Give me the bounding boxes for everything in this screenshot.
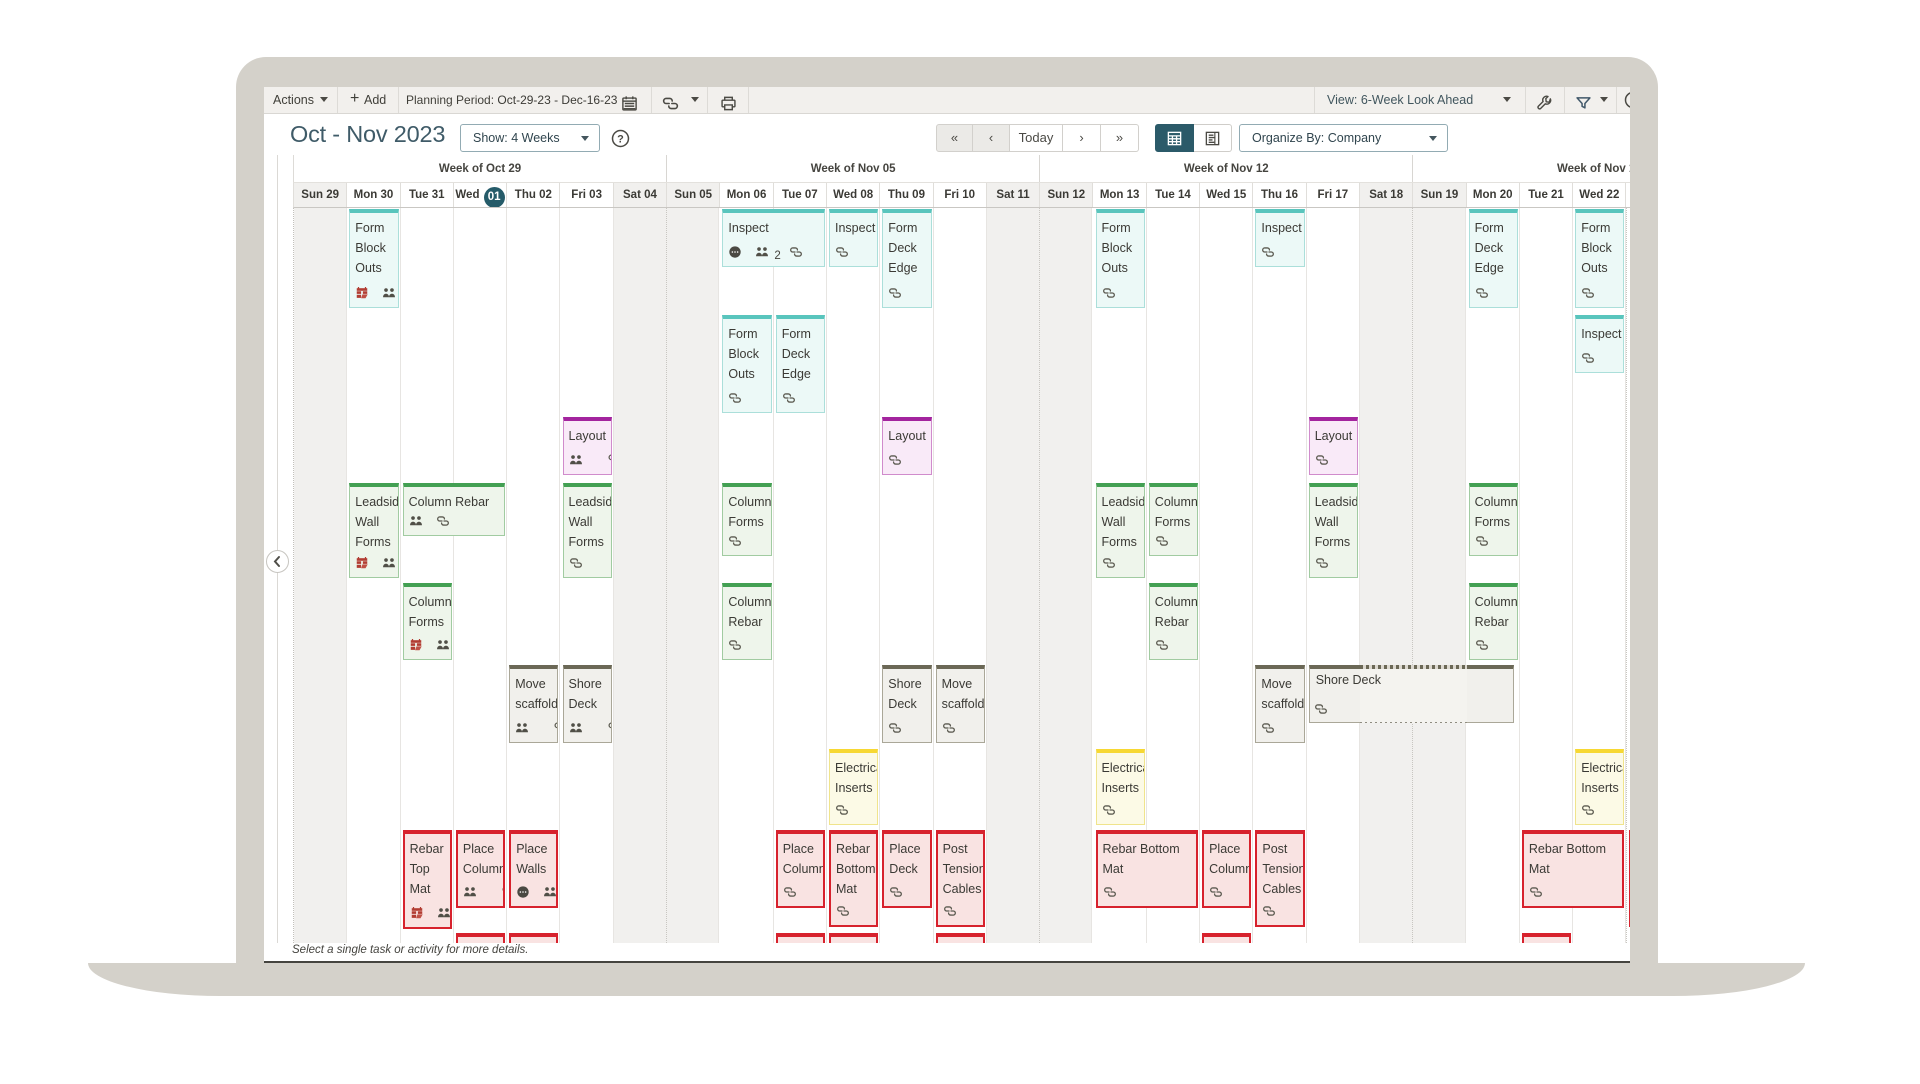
svg-text:?: ? [617, 133, 624, 145]
